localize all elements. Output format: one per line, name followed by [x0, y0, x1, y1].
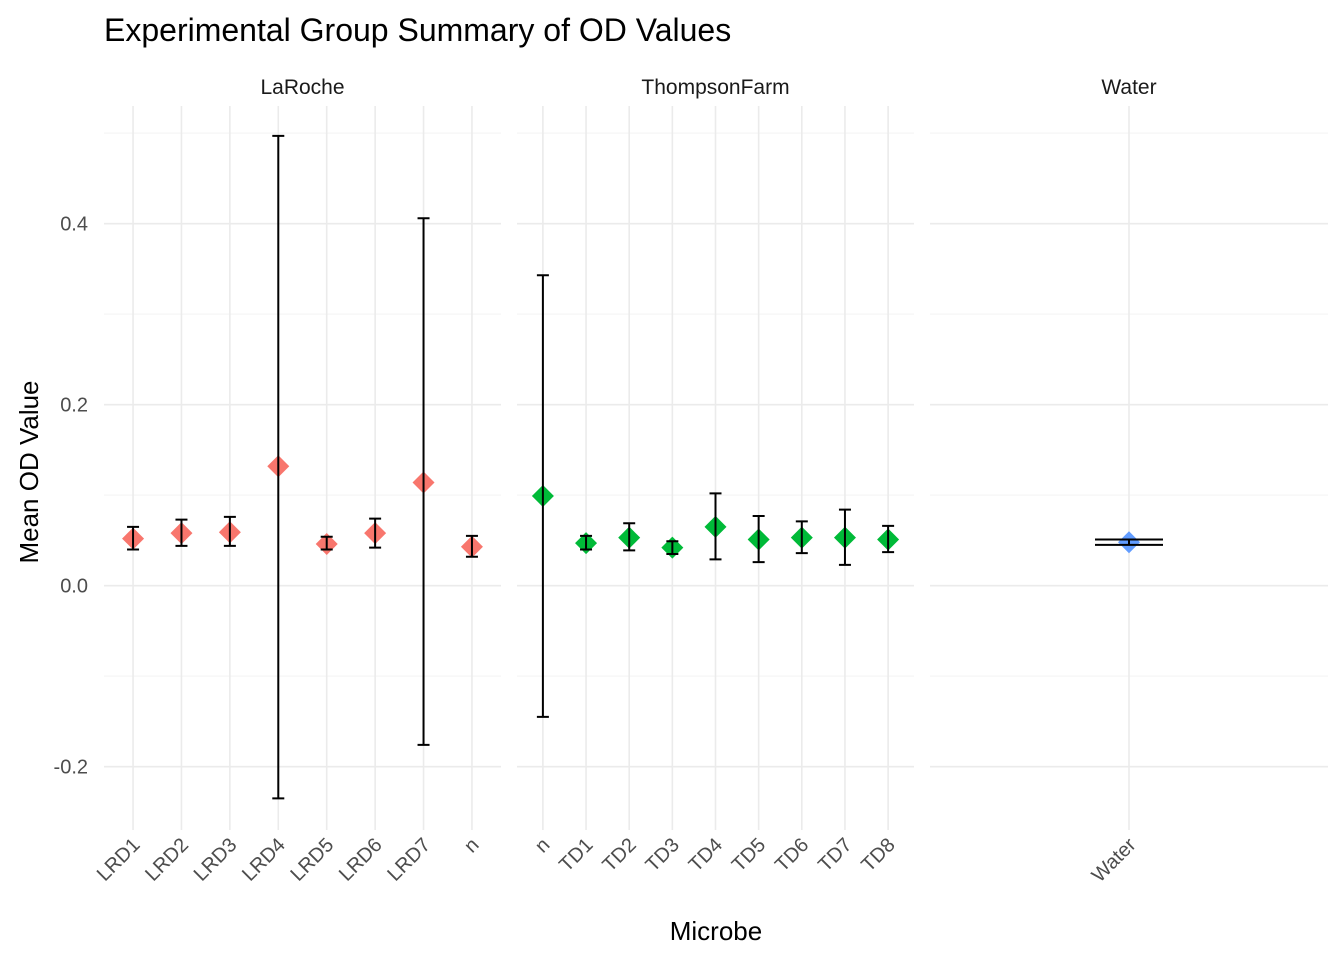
x-tick-label: LRD4	[238, 834, 290, 886]
error-bar-laroche-n	[465, 534, 478, 558]
error-bar-laroche-lrd3	[223, 515, 236, 547]
x-tick-label: TD3	[642, 834, 684, 876]
y-axis-ticks: -0.2 0.0 0.2 0.4	[54, 214, 88, 779]
facet-label: LaRoche	[260, 76, 344, 99]
x-tick-label: n	[460, 834, 483, 857]
y-axis-label: Mean OD Value	[14, 380, 44, 563]
error-bar-thompsonfarm-td5	[752, 514, 765, 564]
chart-title: Experimental Group Summary of OD Values	[104, 12, 731, 48]
facet-label: Water	[1101, 76, 1156, 99]
error-bar-thompsonfarm-td3	[666, 540, 679, 555]
x-tick-label: Water	[1088, 834, 1141, 887]
error-bar-water-water	[1095, 538, 1163, 546]
x-tick-label: n	[531, 834, 554, 857]
x-tick-label: TD7	[814, 834, 856, 876]
x-tick-label: LRD1	[93, 834, 145, 886]
x-tick-label: TD8	[857, 834, 899, 876]
x-tick-label: TD2	[598, 834, 640, 876]
x-tick-label: TD1	[555, 834, 597, 876]
x-tick-label: TD4	[685, 834, 727, 876]
error-bar-laroche-lrd2	[175, 518, 188, 547]
y-tick-label: 0.2	[60, 395, 88, 417]
error-bar-thompsonfarm-td2	[623, 522, 636, 552]
error-bar-laroche-lrd1	[127, 525, 140, 551]
x-tick-label: LRD7	[383, 834, 435, 886]
error-bar-laroche-lrd6	[369, 517, 382, 549]
error-bar-thompsonfarm-td8	[882, 524, 895, 554]
error-bar-laroche-lrd7	[417, 217, 430, 746]
error-bar-thompsonfarm-td6	[795, 520, 808, 555]
error-bar-thompsonfarm-td7	[838, 508, 851, 566]
facet-panel-thompsonfarm: ThompsonFarm n TD1 TD2 TD3 TD4 TD5 TD6 TD7 TD8	[517, 76, 914, 876]
x-tick-label: LRD6	[335, 834, 387, 886]
x-axis-label: Microbe	[670, 916, 762, 946]
error-bar-thompsonfarm-td1	[580, 534, 593, 551]
facet-panel-water: Water Water	[930, 76, 1328, 887]
x-tick-label: TD5	[728, 834, 770, 876]
x-tick-label: LRD3	[190, 834, 242, 886]
error-bar-thompsonfarm-n	[536, 274, 549, 718]
x-tick-label: LRD2	[141, 834, 193, 886]
error-bar-thompsonfarm-td4	[709, 492, 722, 561]
error-bar-laroche-lrd4	[272, 134, 285, 800]
error-bar-laroche-lrd5	[320, 535, 333, 551]
x-tick-label: LRD5	[287, 834, 339, 886]
y-tick-label: -0.2	[54, 757, 88, 779]
facet-label: ThompsonFarm	[641, 76, 789, 99]
y-tick-label: 0.4	[60, 214, 88, 236]
y-tick-label: 0.0	[60, 576, 88, 598]
x-tick-label: TD6	[771, 834, 813, 876]
